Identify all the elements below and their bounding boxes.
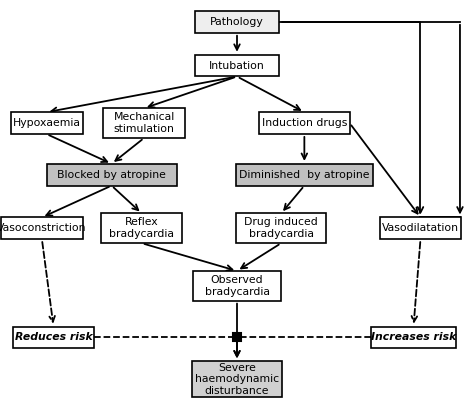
Text: Vasodilatation: Vasodilatation xyxy=(382,223,459,233)
FancyBboxPatch shape xyxy=(371,326,456,348)
Text: Blocked by atropine: Blocked by atropine xyxy=(57,170,166,180)
Text: Reduces risk: Reduces risk xyxy=(15,333,92,343)
Text: Severe
haemodynamic
disturbance: Severe haemodynamic disturbance xyxy=(195,362,279,396)
Text: Increases risk: Increases risk xyxy=(371,333,456,343)
Text: Hypoxaemia: Hypoxaemia xyxy=(12,118,81,128)
Text: Vasoconstriction: Vasoconstriction xyxy=(0,223,87,233)
Text: Diminished  by atropine: Diminished by atropine xyxy=(239,170,370,180)
Text: Induction drugs: Induction drugs xyxy=(262,118,347,128)
Text: Observed
bradycardia: Observed bradycardia xyxy=(204,275,270,296)
FancyBboxPatch shape xyxy=(10,112,82,134)
Text: Pathology: Pathology xyxy=(210,17,264,27)
FancyBboxPatch shape xyxy=(259,112,350,134)
Text: Mechanical
stimulation: Mechanical stimulation xyxy=(113,112,175,134)
FancyBboxPatch shape xyxy=(195,55,279,77)
FancyBboxPatch shape xyxy=(101,213,182,243)
Text: Drug induced
bradycardia: Drug induced bradycardia xyxy=(244,217,318,239)
FancyBboxPatch shape xyxy=(195,11,279,33)
FancyBboxPatch shape xyxy=(191,361,283,397)
FancyBboxPatch shape xyxy=(103,108,185,138)
FancyBboxPatch shape xyxy=(236,164,373,185)
FancyBboxPatch shape xyxy=(236,213,327,243)
FancyBboxPatch shape xyxy=(46,164,177,185)
FancyBboxPatch shape xyxy=(1,217,82,239)
Text: Reflex
bradycardia: Reflex bradycardia xyxy=(109,217,174,239)
FancyBboxPatch shape xyxy=(193,271,281,301)
Text: Intubation: Intubation xyxy=(209,61,265,70)
FancyBboxPatch shape xyxy=(380,217,461,239)
FancyBboxPatch shape xyxy=(13,326,94,348)
